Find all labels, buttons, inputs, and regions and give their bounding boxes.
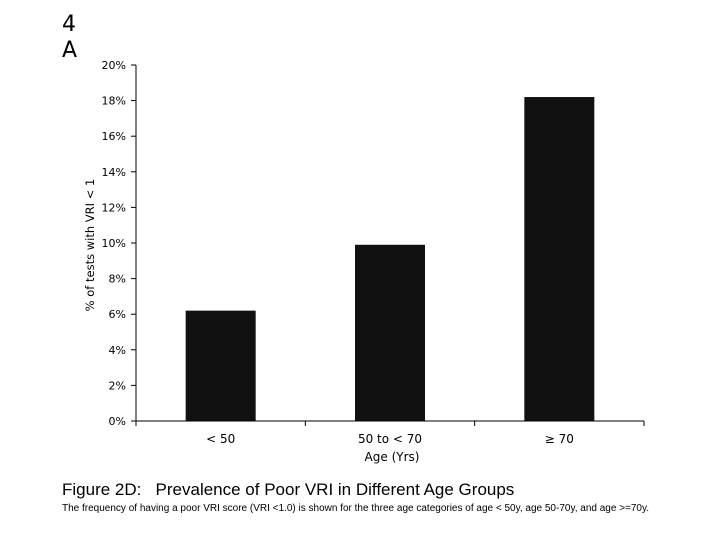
y-tick-label: 20%: [102, 59, 126, 72]
y-tick-label: 8%: [109, 273, 126, 286]
x-tick-label: 50 to < 70: [358, 432, 422, 446]
bar: [185, 310, 256, 421]
slide-label: 4 A: [62, 12, 78, 63]
x-axis-ticks: < 50 50 to < 70 ≥ 70: [135, 421, 645, 446]
y-axis-label: % of tests with VRI < 1: [83, 179, 97, 312]
y-tick-label: 16%: [102, 130, 126, 143]
bar: [355, 244, 425, 421]
y-tick-label: 12%: [102, 201, 126, 214]
y-axis-ticks: 0% 2% 4% 6% 8% 10% 12% 14% 16% 18% 20%: [102, 59, 136, 428]
figure-title: Figure 2D: Prevalence of Poor VRI in Dif…: [62, 480, 515, 499]
x-tick-label: < 50: [206, 432, 235, 446]
y-tick-label: 6%: [109, 308, 126, 321]
y-tick-label: 4%: [109, 344, 126, 357]
x-tick-label: ≥ 70: [545, 432, 574, 446]
bar: [524, 97, 595, 421]
y-tick-label: 10%: [102, 237, 126, 250]
x-axis-label: Age (Yrs): [365, 450, 420, 464]
y-tick-label: 14%: [102, 166, 126, 179]
y-tick-label: 0%: [109, 415, 126, 428]
y-tick-label: 18%: [102, 95, 126, 108]
bars: [185, 97, 595, 421]
y-tick-label: 2%: [109, 379, 126, 392]
figure-caption: The frequency of having a poor VRI score…: [62, 503, 650, 514]
bar-chart: 0% 2% 4% 6% 8% 10% 12% 14% 16% 18% 20% < 50 50 to <…: [83, 59, 645, 464]
